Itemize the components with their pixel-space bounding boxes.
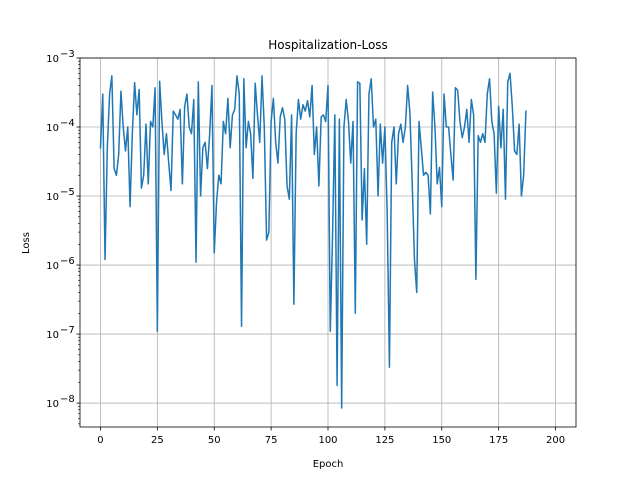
chart-title: Hospitalization-Loss	[268, 38, 388, 52]
x-tick-label: 150	[432, 435, 451, 446]
x-axis-title: Epoch	[313, 459, 344, 470]
y-tick-exponent: −7	[60, 325, 75, 336]
series-line	[99, 72, 527, 409]
y-tick-exponent: −3	[60, 49, 75, 60]
x-tick-label: 75	[265, 435, 278, 446]
x-axis-ticks: 0 25 50 75 100 125 150 175 200	[97, 427, 565, 446]
y-tick-exponent: −5	[60, 187, 75, 198]
x-tick-label: 125	[375, 435, 394, 446]
y-tick-exponent: −6	[60, 256, 75, 267]
y-axis-ticks: 10−810−710−610−510−410−3	[46, 49, 80, 425]
y-axis-title: Loss	[21, 232, 32, 254]
x-tick-label: 25	[151, 435, 164, 446]
x-tick-label: 175	[489, 435, 508, 446]
y-tick-label: 10	[46, 192, 59, 203]
y-tick-label: 10	[46, 123, 59, 134]
y-tick-label: 10	[46, 330, 59, 341]
y-tick-label: 10	[46, 261, 59, 272]
y-tick-exponent: −4	[60, 118, 75, 129]
x-tick-label: 100	[318, 435, 337, 446]
x-tick-label: 200	[546, 435, 565, 446]
y-tick-label: 10	[46, 54, 59, 65]
series-layer	[99, 72, 527, 409]
y-tick-exponent: −8	[60, 394, 75, 405]
x-tick-label: 50	[208, 435, 221, 446]
y-tick-label: 10	[46, 399, 59, 410]
x-tick-label: 0	[97, 435, 103, 446]
